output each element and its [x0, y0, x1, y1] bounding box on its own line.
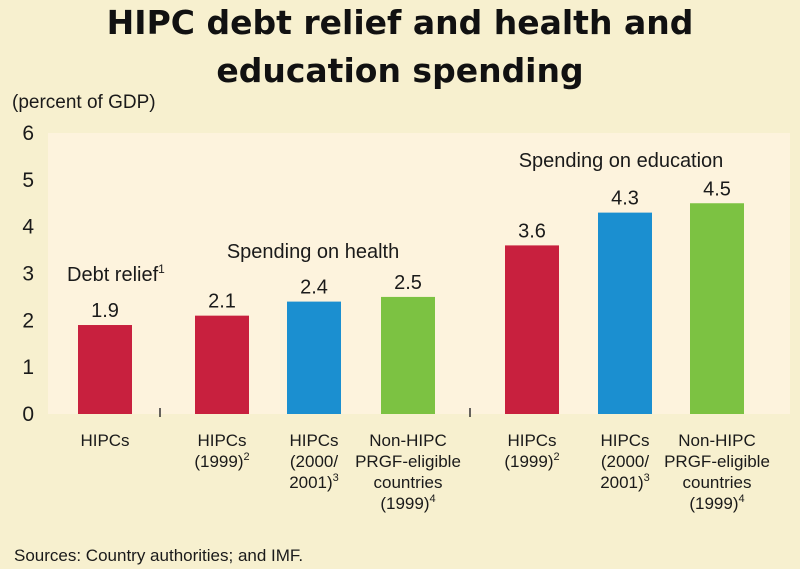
chart-title-line-2: education spending [216, 51, 584, 90]
y-tick-label-2: 2 [22, 309, 34, 332]
bar-2 [195, 315, 249, 414]
category-label-2: HIPCs (1999)2 [194, 431, 249, 471]
y-tick-label-5: 5 [22, 169, 34, 192]
category-label-3: HIPCs (2000/2001)3 [289, 431, 339, 492]
category-label-1: HIPCs [80, 431, 129, 450]
value-label-2: 2.1 [208, 291, 236, 313]
bar-3 [287, 301, 341, 414]
group-label-2: Spending on health [227, 241, 399, 263]
y-tick-label-1: 1 [22, 356, 34, 379]
value-label-4: 2.5 [394, 272, 422, 294]
y-tick-label-6: 6 [22, 122, 34, 145]
bar-5 [505, 245, 559, 414]
bar-7 [690, 203, 744, 414]
category-label-5: HIPCs (1999)2 [504, 431, 559, 471]
bar-6 [598, 212, 652, 414]
bar-4 [381, 296, 435, 414]
category-label-6: HIPCs (2000/2001)3 [600, 431, 650, 492]
group-label-3: Spending on education [519, 150, 724, 172]
source-note: Sources: Country authorities; and IMF. [14, 546, 304, 565]
group-label-1: Debt relief1 [67, 262, 165, 286]
value-label-6: 4.3 [611, 188, 639, 210]
chart-title-line-1: HIPC debt relief and health and [106, 3, 694, 42]
category-label-4: Non-HIPC PRGF-eligible countries (1999)4 [355, 431, 461, 513]
value-label-7: 4.5 [703, 178, 731, 200]
y-axis-label: (percent of GDP) [12, 92, 156, 113]
y-tick-label-4: 4 [22, 216, 34, 239]
value-label-1: 1.9 [91, 300, 119, 322]
value-label-3: 2.4 [300, 277, 328, 299]
bar-1 [78, 325, 132, 414]
y-tick-label-0: 0 [22, 403, 34, 426]
value-label-5: 3.6 [518, 220, 546, 242]
y-tick-label-3: 3 [22, 263, 34, 286]
category-label-7: Non-HIPC PRGF-eligible countries (1999)4 [664, 431, 770, 513]
